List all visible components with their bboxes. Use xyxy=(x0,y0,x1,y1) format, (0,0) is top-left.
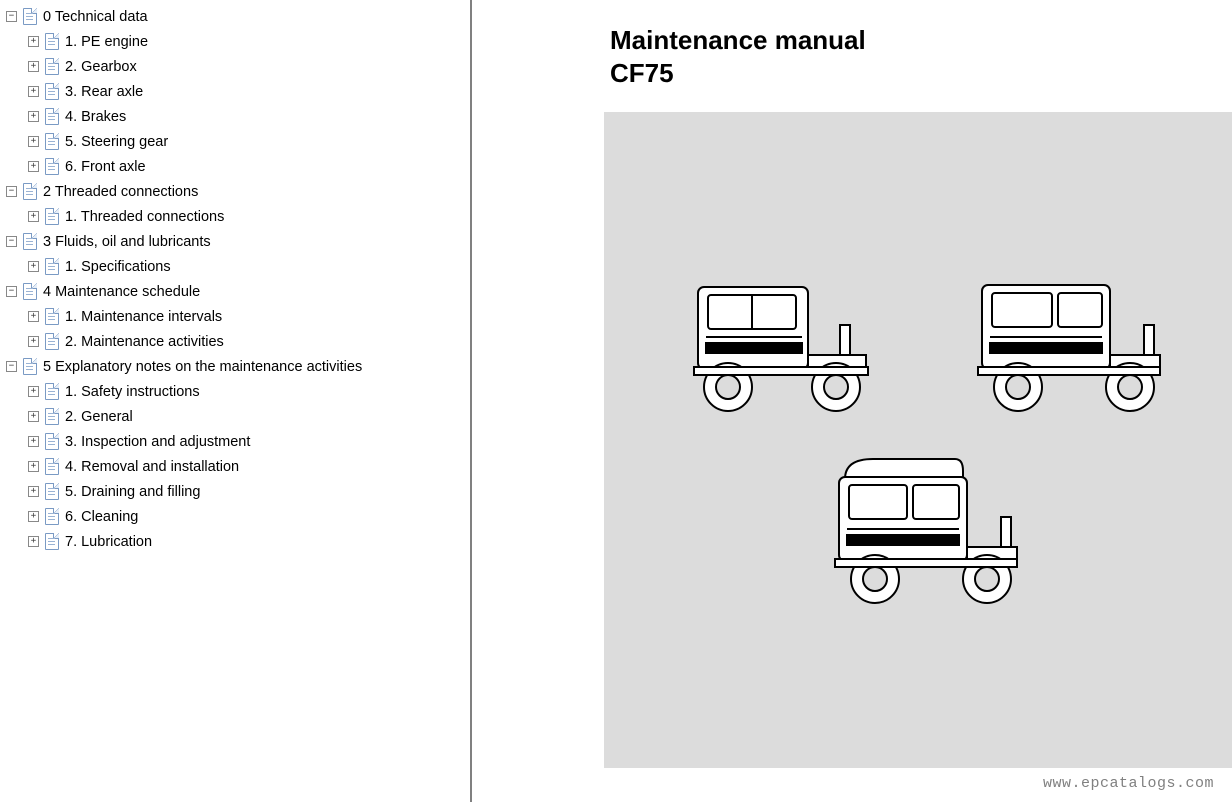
tree-node-label: 3. Inspection and adjustment xyxy=(65,434,250,450)
tree-node-8[interactable]: +1. Threaded connections xyxy=(2,204,470,229)
tree-node-16[interactable]: +2. General xyxy=(2,404,470,429)
tree-node-15[interactable]: +1. Safety instructions xyxy=(2,379,470,404)
expand-icon[interactable]: + xyxy=(28,136,39,147)
tree-node-label: 1. Maintenance intervals xyxy=(65,309,222,325)
expand-icon[interactable]: + xyxy=(28,261,39,272)
expand-icon[interactable]: + xyxy=(28,436,39,447)
bookmark-page-icon xyxy=(45,383,59,400)
bookmark-page-icon xyxy=(45,508,59,525)
tree-node-label: 7. Lubrication xyxy=(65,534,152,550)
tree-node-2[interactable]: +2. Gearbox xyxy=(2,54,470,79)
tree-node-label: 0 Technical data xyxy=(43,9,148,25)
tree-node-9[interactable]: − 3 Fluids, oil and lubricants xyxy=(2,229,470,254)
bookmark-page-icon xyxy=(45,433,59,450)
bookmark-page-icon xyxy=(45,458,59,475)
bookmark-page-icon xyxy=(45,33,59,50)
expand-icon[interactable]: + xyxy=(28,311,39,322)
tree-node-label: 5. Draining and filling xyxy=(65,484,200,500)
tree-node-label: 2. Gearbox xyxy=(65,59,137,75)
expand-icon[interactable]: + xyxy=(28,336,39,347)
expand-icon[interactable]: + xyxy=(28,161,39,172)
expand-icon[interactable]: + xyxy=(28,411,39,422)
bookmark-page-icon xyxy=(45,483,59,500)
tree-node-19[interactable]: +5. Draining and filling xyxy=(2,479,470,504)
tree-node-14[interactable]: − 5 Explanatory notes on the maintenance … xyxy=(2,354,470,379)
bookmarks-sidebar[interactable]: −0 Technical data+1. PE engine+2. Gearbo… xyxy=(0,0,472,802)
tree-node-13[interactable]: +2. Maintenance activities xyxy=(2,329,470,354)
bookmark-page-icon xyxy=(45,58,59,75)
tree-node-10[interactable]: +1. Specifications xyxy=(2,254,470,279)
tree-node-label: 4. Removal and installation xyxy=(65,459,239,475)
collapse-icon[interactable]: − xyxy=(6,11,17,22)
bookmark-page-icon xyxy=(45,308,59,325)
tree-node-20[interactable]: +6. Cleaning xyxy=(2,504,470,529)
document-viewport[interactable]: Maintenance manual CF75 xyxy=(472,0,1232,802)
tree-node-label: 1. Threaded connections xyxy=(65,209,224,225)
tree-node-17[interactable]: +3. Inspection and adjustment xyxy=(2,429,470,454)
expand-icon[interactable]: + xyxy=(28,111,39,122)
title-line-2: CF75 xyxy=(610,58,674,88)
bookmark-page-icon xyxy=(23,183,37,200)
tree-node-label: 4. Brakes xyxy=(65,109,126,125)
expand-icon[interactable]: + xyxy=(28,86,39,97)
truck-high-roof-cab xyxy=(803,451,1033,621)
tree-node-label: 6. Cleaning xyxy=(65,509,138,525)
tree-node-6[interactable]: +6. Front axle xyxy=(2,154,470,179)
tree-node-21[interactable]: +7. Lubrication xyxy=(2,529,470,554)
bookmark-page-icon xyxy=(23,233,37,250)
bookmark-page-icon xyxy=(45,108,59,125)
tree-node-0[interactable]: − 0 Technical data xyxy=(2,4,470,29)
tree-node-18[interactable]: +4. Removal and installation xyxy=(2,454,470,479)
expand-icon[interactable]: + xyxy=(28,211,39,222)
tree-node-label: 4 Maintenance schedule xyxy=(43,284,200,300)
tree-node-3[interactable]: +3. Rear axle xyxy=(2,79,470,104)
tree-node-label: 1. Specifications xyxy=(65,259,171,275)
tree-node-label: 5. Steering gear xyxy=(65,134,168,150)
collapse-icon[interactable]: − xyxy=(6,236,17,247)
bookmark-page-icon xyxy=(45,408,59,425)
bookmark-page-icon xyxy=(23,358,37,375)
bookmark-page-icon xyxy=(45,258,59,275)
title-line-1: Maintenance manual xyxy=(610,25,866,55)
tree-node-11[interactable]: − 4 Maintenance schedule xyxy=(2,279,470,304)
bookmark-page-icon xyxy=(23,283,37,300)
tree-node-label: 3 Fluids, oil and lubricants xyxy=(43,234,211,250)
expand-icon[interactable]: + xyxy=(28,36,39,47)
expand-icon[interactable]: + xyxy=(28,461,39,472)
expand-icon[interactable]: + xyxy=(28,511,39,522)
bookmark-page-icon xyxy=(45,83,59,100)
bookmark-page-icon xyxy=(45,533,59,550)
bookmark-page-icon xyxy=(45,158,59,175)
tree-node-4[interactable]: +4. Brakes xyxy=(2,104,470,129)
watermark-text: www.epcatalogs.com xyxy=(1043,775,1214,792)
expand-icon[interactable]: + xyxy=(28,61,39,72)
tree-node-7[interactable]: − 2 Threaded connections xyxy=(2,179,470,204)
tree-node-label: 2 Threaded connections xyxy=(43,184,198,200)
cover-illustration xyxy=(604,112,1232,768)
expand-icon[interactable]: + xyxy=(28,486,39,497)
tree-node-label: 1. PE engine xyxy=(65,34,148,50)
bookmark-page-icon xyxy=(45,333,59,350)
tree-node-label: 2. General xyxy=(65,409,133,425)
tree-node-label: 5 Explanatory notes on the maintenance a… xyxy=(43,359,362,375)
expand-icon[interactable]: + xyxy=(28,536,39,547)
bookmark-page-icon xyxy=(45,208,59,225)
tree-node-label: 6. Front axle xyxy=(65,159,146,175)
collapse-icon[interactable]: − xyxy=(6,361,17,372)
tree-node-label: 1. Safety instructions xyxy=(65,384,200,400)
truck-day-cab xyxy=(658,259,888,429)
collapse-icon[interactable]: − xyxy=(6,286,17,297)
tree-node-label: 3. Rear axle xyxy=(65,84,143,100)
truck-sleeper-cab xyxy=(948,259,1178,429)
tree-node-1[interactable]: +1. PE engine xyxy=(2,29,470,54)
page-title: Maintenance manual CF75 xyxy=(610,24,1232,89)
collapse-icon[interactable]: − xyxy=(6,186,17,197)
tree-node-12[interactable]: +1. Maintenance intervals xyxy=(2,304,470,329)
expand-icon[interactable]: + xyxy=(28,386,39,397)
tree-node-5[interactable]: +5. Steering gear xyxy=(2,129,470,154)
truck-row-top xyxy=(658,259,1178,429)
bookmark-page-icon xyxy=(23,8,37,25)
bookmark-page-icon xyxy=(45,133,59,150)
tree-node-label: 2. Maintenance activities xyxy=(65,334,224,350)
